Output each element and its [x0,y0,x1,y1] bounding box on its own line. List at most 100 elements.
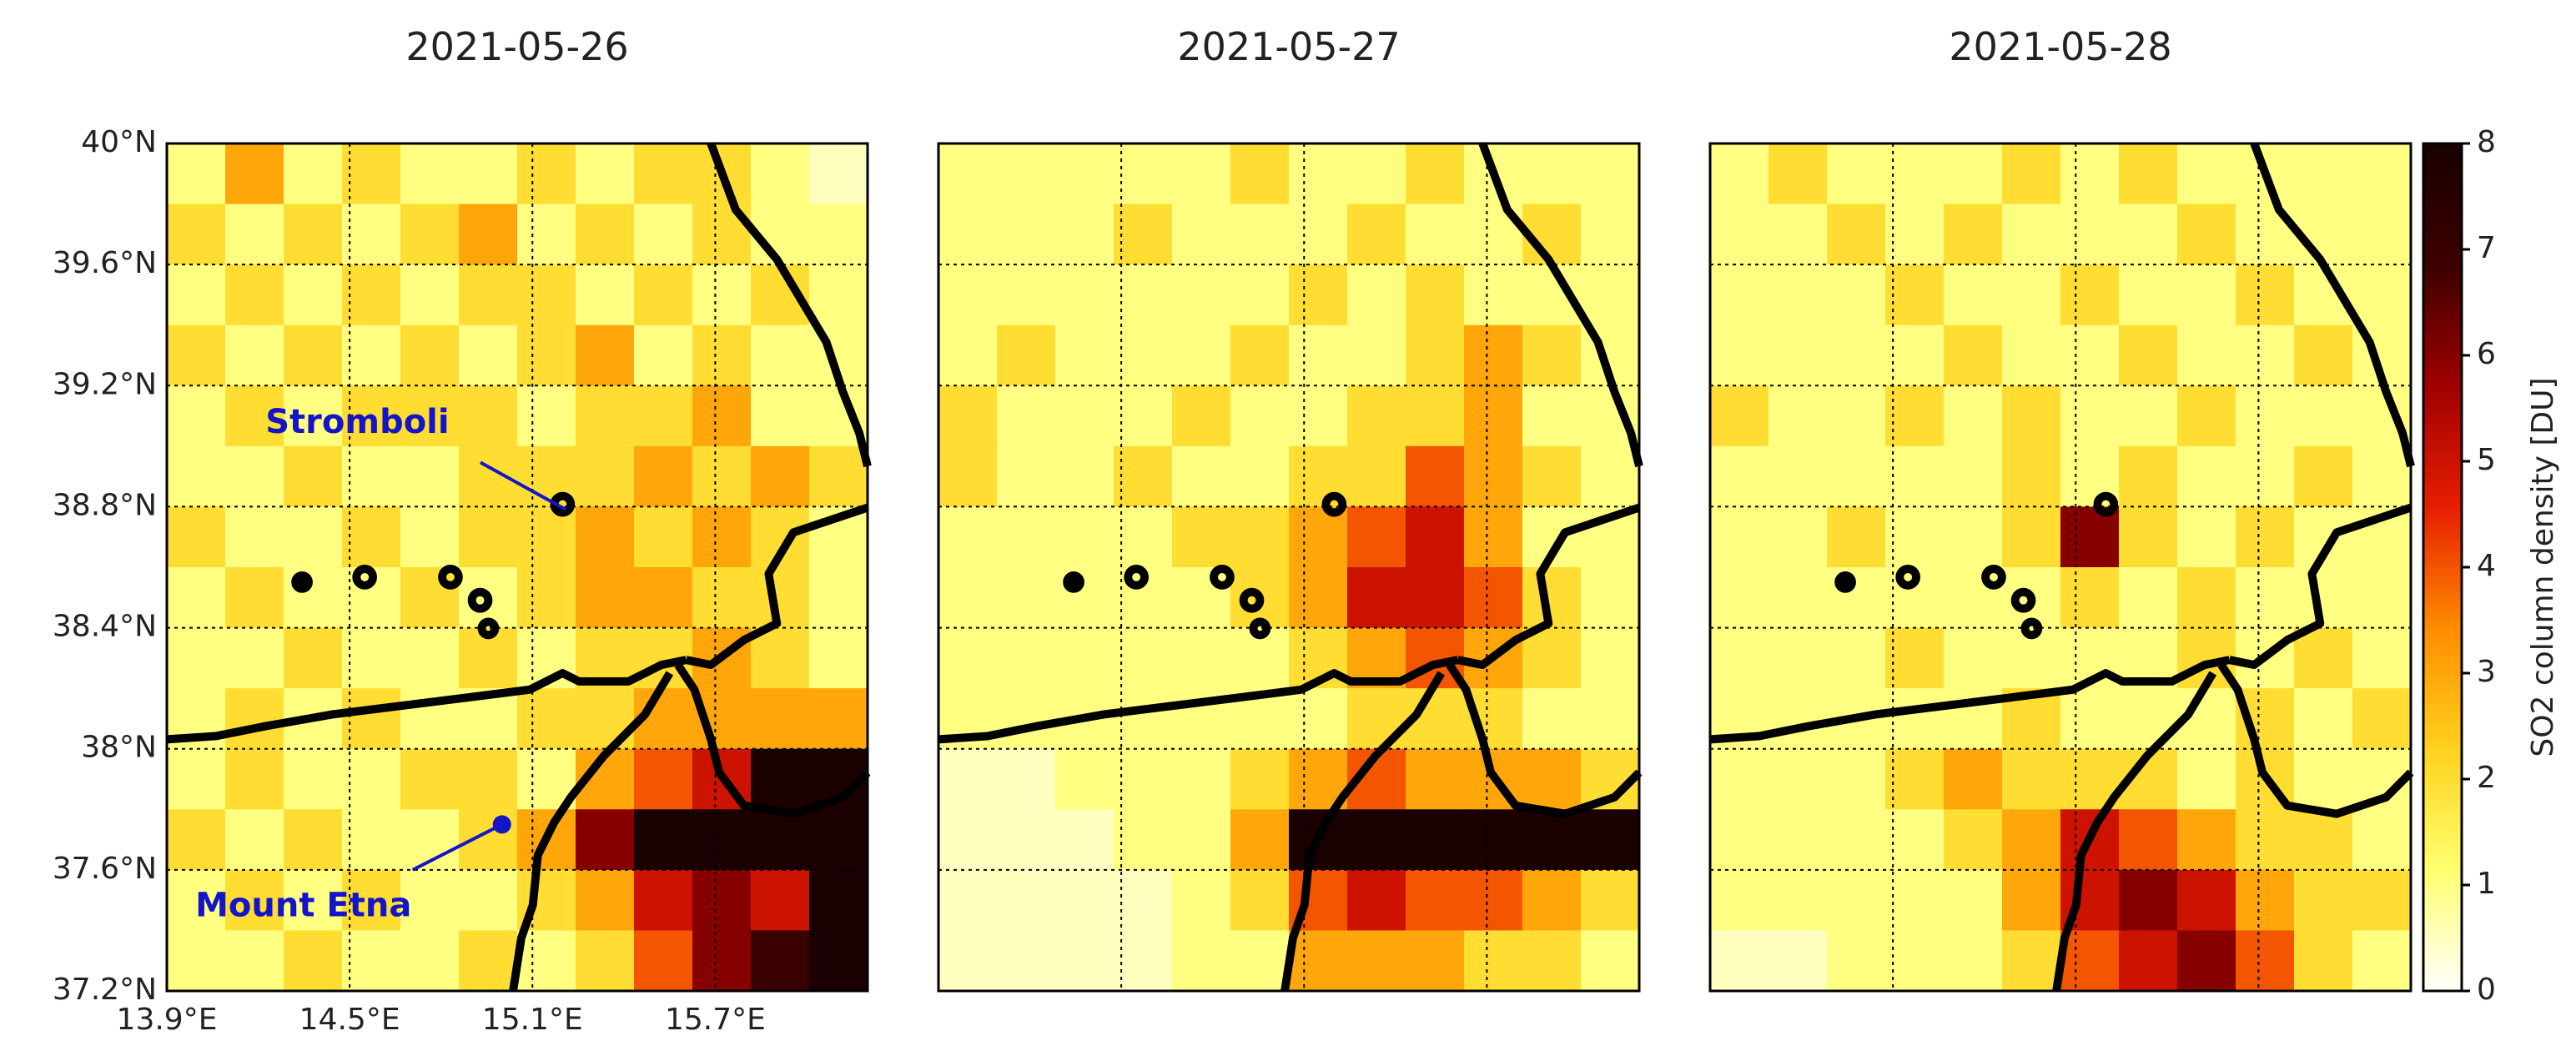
heat-cell [342,143,401,205]
heat-cell [2119,506,2178,568]
heat-cell [400,506,460,568]
heat-cell [1406,930,1465,992]
annotation-leader [411,822,503,872]
colorbar-swatch [2423,762,2462,767]
heat-cell [751,809,810,871]
colorbar-swatch [2423,681,2462,686]
colorbar-swatch [2423,770,2462,776]
colorbar-swatch [2423,148,2462,153]
heat-cell [1710,567,1769,629]
colorbar-swatch [2423,304,2462,309]
heat-cell [1055,143,1114,205]
colorbar-tick-label: 4 [2477,549,2496,583]
colorbar-swatch [2423,880,2462,886]
heat-cell [997,204,1056,265]
heat-cell [2236,445,2295,508]
heat-cell [1768,567,1828,629]
colorbar-swatch [2423,906,2462,912]
colorbar-tick-label: 5 [2477,443,2496,477]
heat-cell [1406,506,1465,568]
heat-cell [1464,567,1523,629]
heat-cell [634,324,693,386]
colorbar-swatch [2423,686,2462,691]
heat-cell [459,748,518,810]
heat-cell [2294,809,2353,871]
heat-cell [517,324,576,386]
heat-cell [167,385,226,447]
heat-cell [1289,506,1348,568]
colorbar-swatch [2423,313,2462,318]
heat-cell [225,809,284,871]
heat-cell [1768,385,1828,447]
colorbar-swatch [2423,203,2462,208]
colorbar-swatch [2423,448,2462,454]
heat-cell [634,143,693,205]
heat-cell [1522,869,1582,932]
colorbar-swatch [2423,842,2462,847]
heat-cell [342,688,401,750]
heat-cell [2002,869,2061,932]
heat-cell [342,204,401,265]
heat-cell [2002,809,2061,871]
colorbar-swatch [2423,613,2462,619]
heat-cell [2119,869,2178,932]
colorbar-swatch [2423,961,2462,967]
colorbar-swatch [2423,143,2462,148]
colorbar-swatch [2423,885,2462,890]
colorbar-swatch [2423,914,2462,920]
heat-cell [400,869,460,932]
heat-cell [997,688,1056,750]
heat-cell [2060,324,2120,386]
colorbar-tick-label: 3 [2477,655,2496,689]
colorbar-swatch [2423,173,2462,179]
colorbar-swatch [2423,338,2462,344]
heat-cell [692,506,752,568]
heat-cell [1885,930,1945,992]
heat-cell [1944,869,2003,932]
colorbar-swatch [2423,533,2462,539]
heat-cell [2236,324,2295,386]
colorbar-swatch [2423,507,2462,513]
heat-cell [1406,385,1465,447]
heat-cell [400,930,460,992]
heat-cell [1768,204,1828,265]
colorbar-swatch [2423,851,2462,857]
colorbar-swatch [2423,867,2462,873]
colorbar-swatch [2423,419,2462,424]
colorbar-swatch [2423,465,2462,470]
heat-cell [1710,506,1769,568]
heat-cell [576,264,635,326]
heat-cell [2177,143,2236,205]
colorbar-swatch [2423,232,2462,238]
colorbar-swatch [2423,244,2462,250]
heat-cell [284,264,343,326]
heat-cell [1289,264,1348,326]
heat-cell [1114,809,1173,871]
colorbar-swatch [2423,537,2462,543]
heat-cell [1768,445,1828,508]
heat-cell [1230,506,1290,568]
heat-cell [1114,264,1173,326]
heat-cell [1944,143,2003,205]
heat-cell [1114,445,1173,508]
colorbar-swatch [2423,940,2462,945]
heat-cell [809,688,868,750]
heat-cell [2002,324,2061,386]
heat-cell [2119,688,2178,750]
colorbar-swatch [2423,558,2462,564]
colorbar-swatch [2423,177,2462,183]
colorbar-swatch [2423,643,2462,649]
heat-cell [1406,567,1465,629]
heat-cell [1289,143,1348,205]
heat-cell [2177,204,2236,265]
heat-cell [1406,143,1465,205]
colorbar-swatch [2423,957,2462,963]
colorbar-swatch [2423,698,2462,704]
colorbar-tick-label: 2 [2477,761,2496,795]
heat-cell [1522,385,1582,447]
heat-cell [2236,264,2295,326]
heat-cell [997,930,1056,992]
colorbar-swatch [2423,847,2462,852]
colorbar-swatch [2423,876,2462,882]
colorbar-swatch [2423,389,2462,395]
